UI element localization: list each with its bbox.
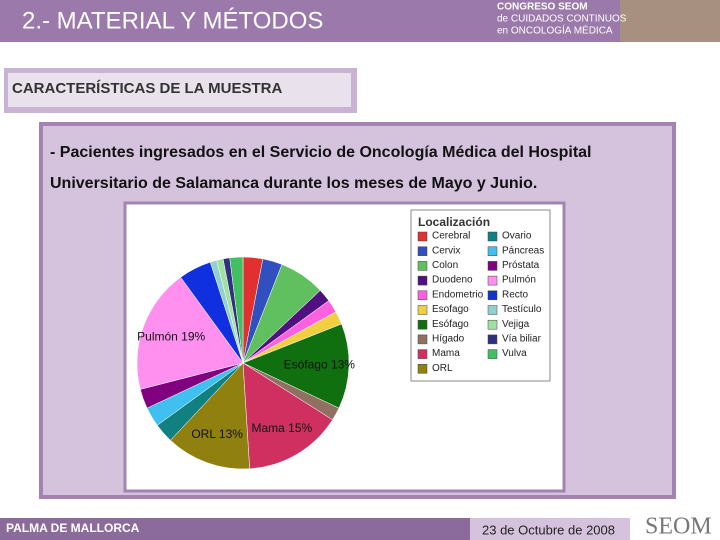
footer-date: 23 de Octubre de 2008 xyxy=(482,522,615,537)
legend-label: Vejiga xyxy=(502,319,530,330)
logo-line: CONGRESO SEOM xyxy=(497,2,588,13)
data-label: Mama 15% xyxy=(251,421,312,435)
data-label: Pulmón 19% xyxy=(137,329,205,343)
legend-label: Pulmón xyxy=(502,275,536,286)
legend-swatch xyxy=(417,364,428,374)
legend-swatch xyxy=(487,231,498,242)
legend-label: Endometrio xyxy=(432,289,484,300)
legend-label: Recto xyxy=(502,289,529,300)
chart: Esófago 13% Mama 15% ORL 13% Pulmón 19% Loca… xyxy=(136,209,551,470)
body-text: Universitario de Salamanca durante los m… xyxy=(50,175,537,192)
legend-swatch xyxy=(487,349,498,359)
legend-label: Mama xyxy=(432,348,460,359)
footer-logo-box xyxy=(630,512,720,540)
legend-swatch xyxy=(487,305,498,315)
legend-swatch xyxy=(417,305,428,315)
section-title: CARACTERÍSTICAS DE LA MUESTRA xyxy=(12,80,282,97)
header-band xyxy=(0,0,720,42)
legend-label: Duodeno xyxy=(432,275,473,286)
pie-slice xyxy=(242,323,350,409)
legend-label: Próstata xyxy=(502,260,540,271)
legend-swatch xyxy=(417,349,428,359)
legend-swatch xyxy=(417,334,428,345)
legend-label: Cerebral xyxy=(432,231,470,242)
legend-label: Cervix xyxy=(432,245,460,256)
logo-line: en ONCOLOGÍA MÉDICA xyxy=(497,24,613,37)
legend-swatch xyxy=(487,290,498,301)
legend-swatch xyxy=(487,261,498,271)
data-label: ORL 13% xyxy=(191,427,243,441)
pie-slice xyxy=(242,362,333,470)
legend-label: Vía biliar xyxy=(502,334,542,345)
pie-slice xyxy=(229,256,244,364)
legend-swatch xyxy=(487,246,498,256)
legend-label: Testículo xyxy=(502,304,542,315)
legend-label: Páncreas xyxy=(502,245,544,256)
logo-line: de CUIDADOS CONTINUOS xyxy=(497,14,627,25)
legend-swatch xyxy=(417,275,428,286)
legend-label: Esófago xyxy=(432,319,469,330)
legend-swatch xyxy=(417,246,428,256)
header-photo xyxy=(620,0,720,42)
legend-swatch xyxy=(487,275,498,286)
legend-label: Ovario xyxy=(502,231,532,242)
legend-swatch xyxy=(487,334,498,345)
legend-label: Hígado xyxy=(432,334,465,345)
pie-slice xyxy=(170,362,250,470)
legend-label: ORL xyxy=(432,363,453,374)
slide-title: 2.- MATERIAL Y MÉTODOS xyxy=(22,7,323,34)
legend-swatch xyxy=(417,231,428,242)
legend-label: Colon xyxy=(432,260,458,271)
footer-date-box xyxy=(470,518,630,540)
legend-swatch xyxy=(417,261,428,271)
legend-swatch xyxy=(417,319,428,330)
footer-location: PALMA DE MALLORCA xyxy=(6,521,140,535)
legend-swatch xyxy=(417,290,428,301)
data-label: Esófago 13% xyxy=(284,358,356,372)
legend-label: Esofago xyxy=(432,304,469,315)
legend-swatch xyxy=(487,319,498,330)
body-text: - Pacientes ingresados en el Servicio de… xyxy=(50,144,592,161)
legend-label: Vulva xyxy=(502,348,527,359)
section-box xyxy=(8,73,351,107)
pie-slice xyxy=(136,276,244,390)
footer-logo: SEOM xyxy=(645,514,712,540)
legend-title: Localización xyxy=(418,215,490,229)
legend-box xyxy=(410,209,551,382)
